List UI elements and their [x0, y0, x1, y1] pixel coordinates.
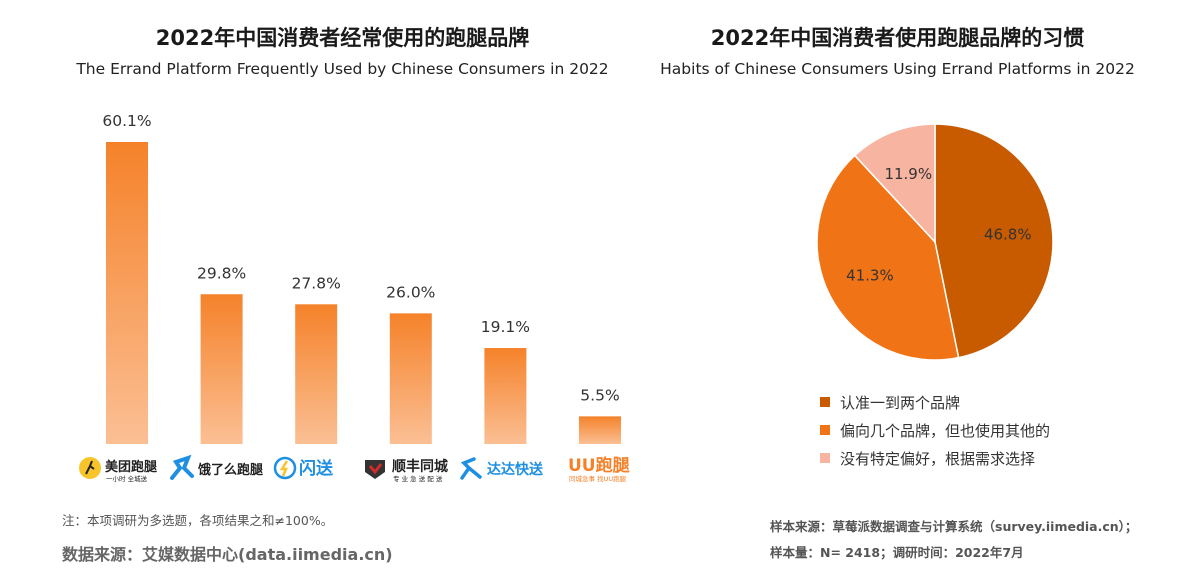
pie-slice-3 — [853, 123, 936, 244]
brand-name: 饿了么跑腿 — [197, 462, 263, 478]
pie-chart-subtitle: Habits of Chinese Consumers Using Errand… — [660, 60, 1135, 78]
legend-item: 偏向几个品牌，但也使用其他的 — [820, 416, 1050, 444]
footnote: 注：本项调研为多选题，各项结果之和≠100%。 — [62, 513, 334, 528]
brand-name: 顺丰同城 — [392, 458, 448, 475]
legend-swatch-2 — [820, 425, 830, 435]
sample-source: 样本来源：草莓派数据调查与计算系统（survey.iimedia.cn）； — [770, 519, 1138, 534]
bar-5 — [484, 348, 527, 444]
bar-value-label: 19.1% — [481, 318, 530, 336]
legend-swatch-3 — [820, 453, 830, 463]
pie-value-label: 11.9% — [884, 165, 932, 183]
brand-name: UU跑腿 — [568, 455, 630, 476]
bar-value-label: 29.8% — [197, 264, 246, 282]
bar-2 — [200, 294, 243, 444]
legend-label: 偏向几个品牌，但也使用其他的 — [840, 421, 1051, 440]
brand-tagline: 同城急事 找UU跑腿 — [569, 474, 627, 483]
lightning-icon — [279, 460, 289, 477]
legend-label: 没有特定偏好，根据需求选择 — [840, 449, 1036, 468]
brand-name: 达达快送 — [487, 461, 544, 478]
meituan-runner-figure — [85, 460, 95, 475]
eleme-runner-icon — [170, 454, 194, 480]
bar-chart-subtitle: The Errand Platform Frequently Used by C… — [76, 60, 609, 78]
bar-4 — [389, 313, 432, 444]
brand-logo-5: 达达快送 — [460, 457, 544, 480]
brand-logo-2: 饿了么跑腿 — [170, 454, 263, 480]
shansong-bolt-circle-icon — [273, 456, 297, 480]
bar-value-label: 27.8% — [292, 274, 341, 292]
data-source: 数据来源：艾媒数据中心(data.iimedia.cn) — [62, 545, 393, 564]
legend-label: 认准一到两个品牌 — [840, 393, 961, 412]
bar-1 — [106, 142, 148, 444]
brand-tagline: 一小时 全城送 — [106, 474, 148, 483]
sf-check-mark — [368, 463, 383, 475]
bar-3 — [295, 304, 338, 444]
bar-value-label: 26.0% — [386, 283, 435, 301]
pie-legend: 认准一到两个品牌 偏向几个品牌，但也使用其他的 没有特定偏好，根据需求选择 — [820, 388, 1050, 472]
pie-slice-2 — [816, 154, 960, 361]
legend-item: 认准一到两个品牌 — [820, 388, 1050, 416]
bar-6 — [579, 416, 621, 444]
brand-tagline: 专 业 急 送 配 送 — [393, 474, 443, 483]
bar-chart-title: 2022年中国消费者经常使用的跑腿品牌 — [155, 26, 530, 50]
brand-name: 闪送 — [299, 458, 334, 479]
brand-logo-3: 闪送 — [273, 456, 334, 480]
pie-slice-1 — [934, 123, 1054, 359]
legend-item: 没有特定偏好，根据需求选择 — [820, 444, 1050, 472]
sample-size: 样本量：N= 2418；调研时间：2022年7月 — [770, 545, 1024, 560]
dada-runner-icon — [460, 457, 482, 480]
legend-swatch-1 — [820, 397, 830, 407]
bar-value-label: 5.5% — [580, 386, 619, 404]
pie-chart: 46.8% 41.3% 11.9% — [816, 123, 1054, 361]
brand-name: 美团跑腿 — [105, 459, 157, 475]
pie-value-label: 46.8% — [984, 226, 1032, 244]
bar-value-label: 60.1% — [102, 112, 151, 130]
pie-chart-title: 2022年中国消费者使用跑腿品牌的习惯 — [710, 26, 1085, 50]
pie-value-label: 41.3% — [846, 266, 894, 284]
